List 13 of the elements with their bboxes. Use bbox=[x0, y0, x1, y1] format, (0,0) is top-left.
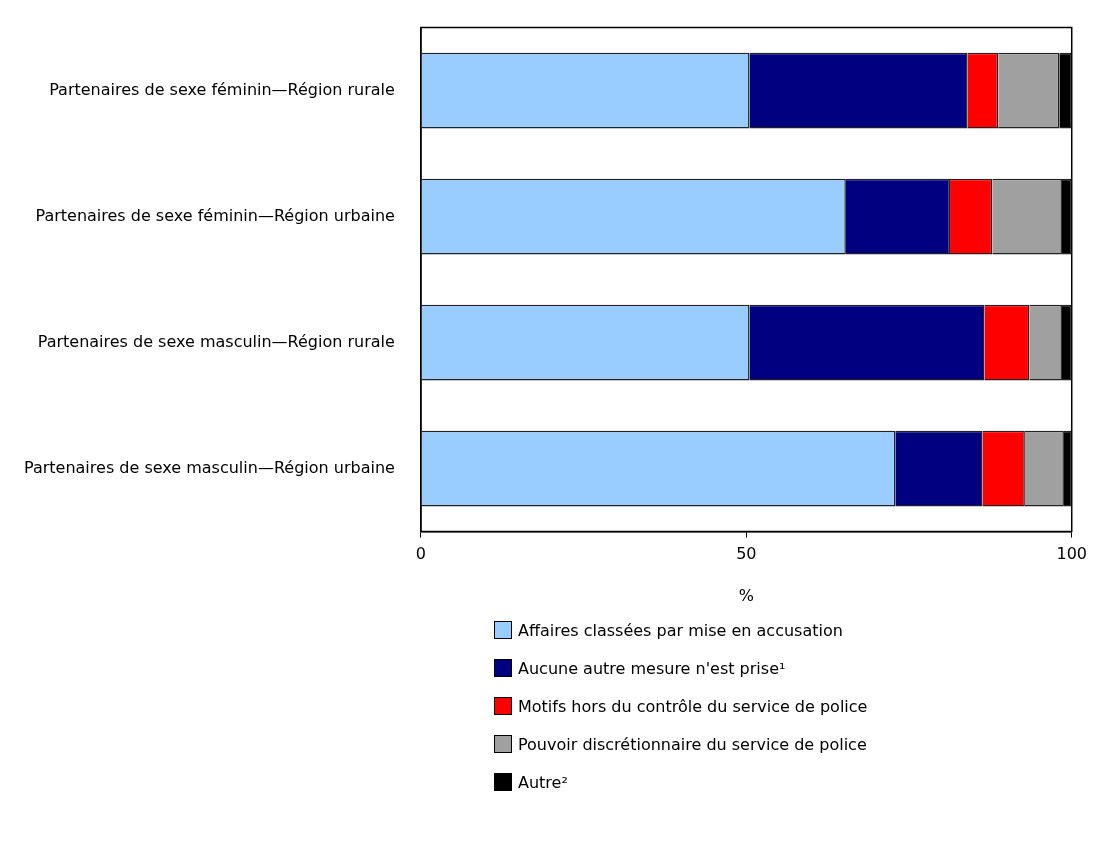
y-tick-label: Partenaires de sexe féminin—Région rurale bbox=[49, 79, 395, 99]
y-tick-label: Partenaires de sexe masculin—Région urbaine bbox=[23, 457, 395, 477]
y-tick-label: Partenaires de sexe masculin—Région rurale bbox=[37, 331, 395, 351]
legend-label: Autre² bbox=[518, 772, 568, 792]
legend-label: Motifs hors du contrôle du service de police bbox=[518, 696, 868, 716]
legend-label: Affaires classées par mise en accusation bbox=[518, 620, 843, 640]
x-axis-title: % bbox=[738, 585, 754, 605]
x-tick-label: 50 bbox=[736, 544, 757, 564]
x-tick-label: 0 bbox=[415, 544, 426, 564]
legend-label: Pouvoir discrétionnaire du service de police bbox=[518, 734, 867, 754]
legend-label: Aucune autre mesure n'est prise¹ bbox=[518, 658, 786, 678]
y-tick-label: Partenaires de sexe féminin—Région urbaine bbox=[35, 205, 395, 225]
x-tick-label: 100 bbox=[1056, 544, 1087, 564]
